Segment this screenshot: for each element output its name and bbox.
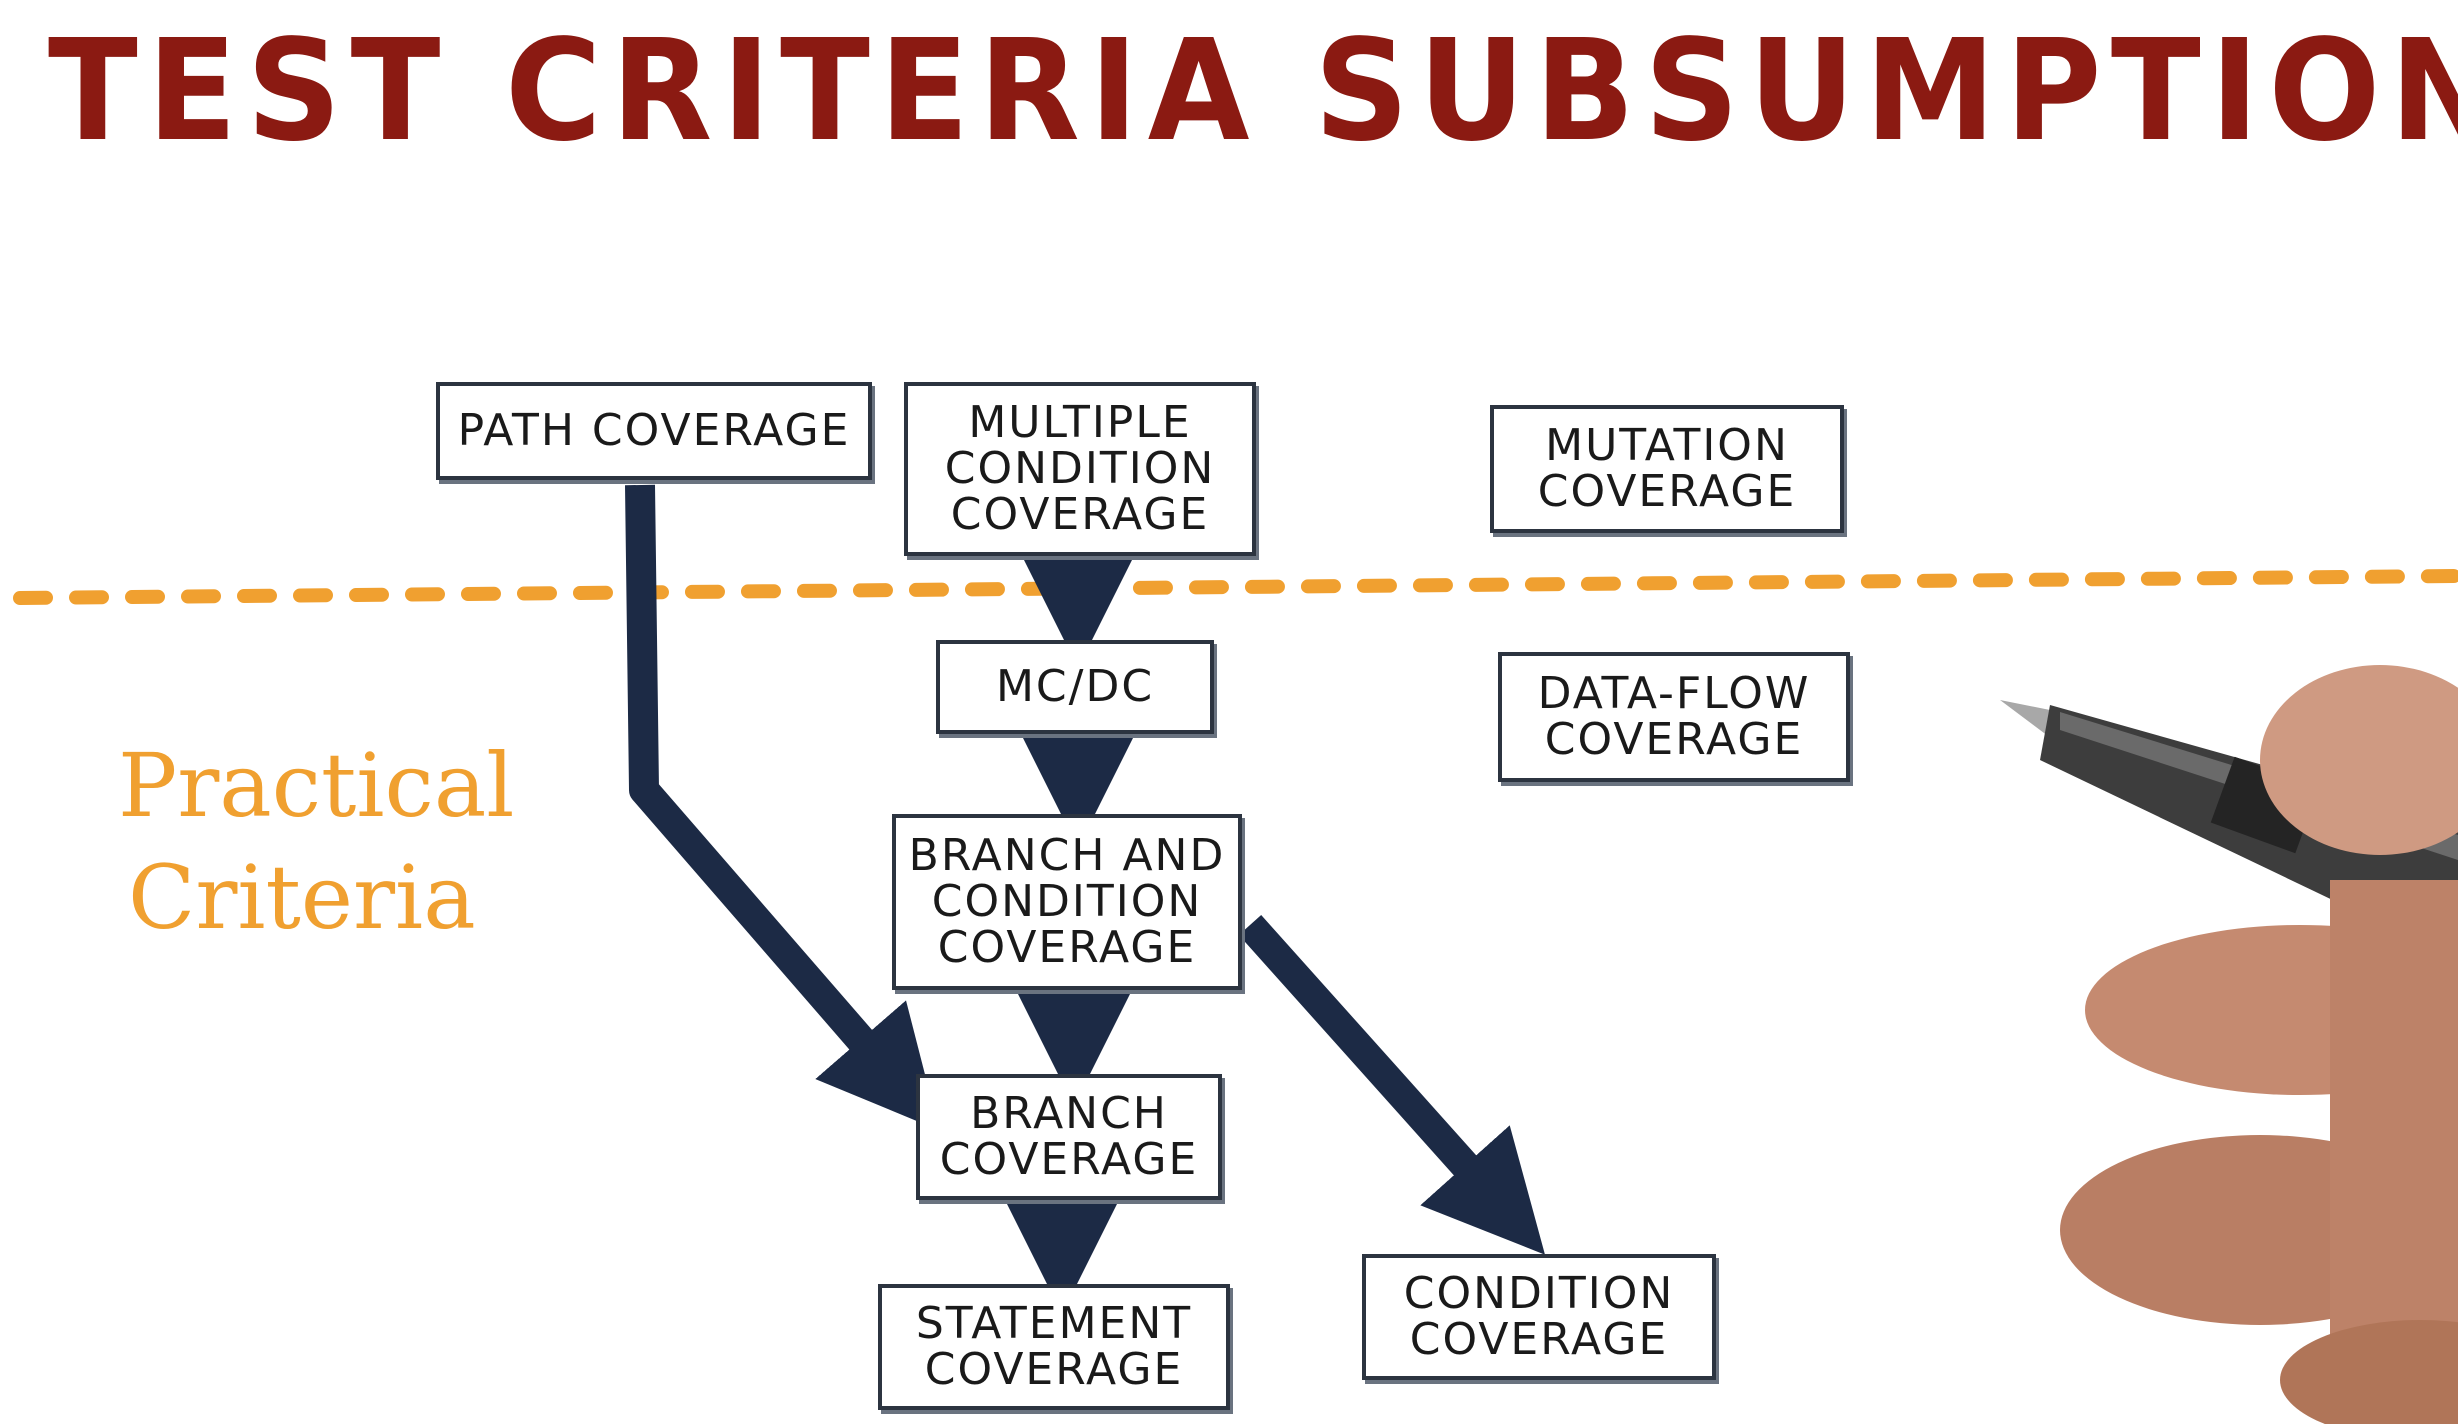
node-mutation-coverage-label: MUTATION COVERAGE — [1537, 420, 1797, 517]
practical-criteria-divider — [13, 569, 2458, 605]
practical-criteria-line1: Practical — [118, 734, 515, 837]
node-branch-coverage-label: BRANCH COVERAGE — [939, 1088, 1199, 1185]
node-branch-coverage: BRANCH COVERAGE — [916, 1074, 1222, 1200]
node-multiple-condition-coverage: MULTIPLE CONDITION COVERAGE — [904, 382, 1256, 556]
practical-criteria-line2: Criteria — [128, 846, 476, 949]
node-multiple-condition-coverage-label: MULTIPLE CONDITION COVERAGE — [944, 397, 1216, 540]
node-statement-coverage: STATEMENT COVERAGE — [878, 1284, 1230, 1410]
node-statement-coverage-label: STATEMENT COVERAGE — [915, 1298, 1193, 1395]
arrow-branch-and-condition-to-condition — [1238, 914, 1546, 1255]
node-mc-dc: MC/DC — [936, 640, 1214, 734]
diagram-title: TEST CRITERIA SUBSUMPTION — [48, 10, 2458, 173]
node-data-flow-coverage: DATA-FLOW COVERAGE — [1498, 652, 1850, 782]
node-path-coverage-label: PATH COVERAGE — [457, 405, 851, 456]
node-mc-dc-label: MC/DC — [995, 661, 1155, 712]
hand-illustration — [2060, 665, 2458, 1424]
node-condition-coverage-label: CONDITION COVERAGE — [1403, 1268, 1675, 1365]
arrow-path-to-branch — [625, 484, 940, 1131]
node-path-coverage: PATH COVERAGE — [436, 382, 872, 480]
practical-criteria-label: Practical Criteria — [118, 730, 514, 954]
node-condition-coverage: CONDITION COVERAGE — [1362, 1254, 1716, 1380]
node-branch-and-condition-coverage-label: BRANCH AND CONDITION COVERAGE — [908, 830, 1226, 973]
node-data-flow-coverage-label: DATA-FLOW COVERAGE — [1537, 668, 1811, 765]
node-branch-and-condition-coverage: BRANCH AND CONDITION COVERAGE — [892, 814, 1242, 990]
node-mutation-coverage: MUTATION COVERAGE — [1490, 405, 1844, 533]
